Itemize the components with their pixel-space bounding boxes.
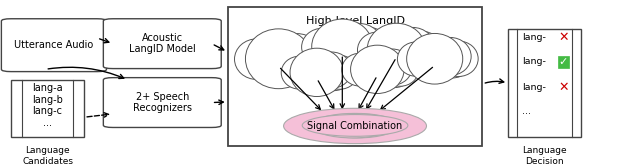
Ellipse shape <box>292 60 325 90</box>
Ellipse shape <box>317 59 351 91</box>
Ellipse shape <box>401 31 442 68</box>
Ellipse shape <box>390 27 435 67</box>
Text: Language
Decision: Language Decision <box>522 146 567 166</box>
Ellipse shape <box>429 37 471 75</box>
FancyBboxPatch shape <box>508 29 581 137</box>
Ellipse shape <box>409 46 444 77</box>
Text: High-level LangID: High-level LangID <box>305 16 404 27</box>
Ellipse shape <box>365 57 400 88</box>
FancyBboxPatch shape <box>103 19 221 69</box>
Ellipse shape <box>244 36 287 75</box>
FancyBboxPatch shape <box>228 7 483 146</box>
Ellipse shape <box>301 28 343 66</box>
Ellipse shape <box>281 56 317 89</box>
Ellipse shape <box>248 44 289 81</box>
Text: ...: ... <box>522 107 531 116</box>
Text: lang-a
lang-b
lang-c
...: lang-a lang-b lang-c ... <box>32 83 63 128</box>
Ellipse shape <box>246 29 312 89</box>
Ellipse shape <box>234 39 280 79</box>
Ellipse shape <box>305 60 340 91</box>
FancyBboxPatch shape <box>1 19 106 72</box>
Ellipse shape <box>264 43 307 82</box>
Ellipse shape <box>406 33 463 84</box>
Ellipse shape <box>405 40 442 73</box>
Ellipse shape <box>314 33 352 67</box>
Ellipse shape <box>397 42 436 76</box>
Ellipse shape <box>383 36 421 71</box>
FancyBboxPatch shape <box>103 78 221 128</box>
Ellipse shape <box>302 115 408 136</box>
Ellipse shape <box>312 52 351 88</box>
Ellipse shape <box>372 49 412 85</box>
Ellipse shape <box>358 32 397 68</box>
Ellipse shape <box>312 113 393 138</box>
Ellipse shape <box>342 53 378 86</box>
Ellipse shape <box>367 23 426 76</box>
Text: Utterance Audio: Utterance Audio <box>14 40 93 50</box>
Ellipse shape <box>381 52 419 86</box>
Text: ✕: ✕ <box>558 31 569 44</box>
Text: Signal Combination: Signal Combination <box>307 121 403 131</box>
Text: lang-: lang- <box>522 33 546 42</box>
Ellipse shape <box>349 51 384 83</box>
Text: 2+ Speech
Recognizers: 2+ Speech Recognizers <box>132 92 192 113</box>
Ellipse shape <box>284 38 330 80</box>
FancyBboxPatch shape <box>11 80 84 137</box>
Ellipse shape <box>317 113 398 138</box>
Ellipse shape <box>310 26 350 62</box>
Ellipse shape <box>353 57 386 87</box>
Ellipse shape <box>369 36 406 69</box>
Ellipse shape <box>312 19 373 74</box>
Ellipse shape <box>321 55 358 89</box>
Ellipse shape <box>284 108 426 144</box>
Text: ✕: ✕ <box>558 81 569 94</box>
Text: lang-: lang- <box>522 83 546 92</box>
Text: Language
Candidates: Language Candidates <box>22 146 73 166</box>
Ellipse shape <box>439 41 478 76</box>
Ellipse shape <box>396 35 435 70</box>
Text: lang-: lang- <box>522 57 546 66</box>
Ellipse shape <box>272 34 322 78</box>
Ellipse shape <box>435 45 471 78</box>
Ellipse shape <box>289 54 323 86</box>
Ellipse shape <box>347 27 390 66</box>
Ellipse shape <box>342 32 382 68</box>
Ellipse shape <box>278 43 322 81</box>
Ellipse shape <box>351 45 404 94</box>
Ellipse shape <box>365 30 404 64</box>
Ellipse shape <box>290 48 344 97</box>
Ellipse shape <box>378 56 412 88</box>
Ellipse shape <box>422 46 458 79</box>
Ellipse shape <box>328 33 368 68</box>
Ellipse shape <box>336 24 382 65</box>
Text: Acoustic
LangID Model: Acoustic LangID Model <box>129 33 196 54</box>
Text: ✓: ✓ <box>559 57 568 67</box>
